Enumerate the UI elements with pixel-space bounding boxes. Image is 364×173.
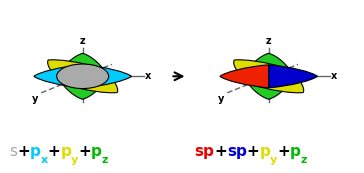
Text: z: z — [80, 36, 86, 46]
PathPatch shape — [220, 65, 269, 88]
PathPatch shape — [58, 76, 107, 99]
Text: s: s — [9, 144, 17, 159]
PathPatch shape — [234, 60, 286, 84]
Text: +: + — [78, 144, 91, 159]
Text: +: + — [17, 144, 30, 159]
Text: sp: sp — [195, 144, 214, 159]
Text: p: p — [260, 144, 270, 159]
Text: sp: sp — [227, 144, 247, 159]
PathPatch shape — [244, 76, 293, 99]
Text: y: y — [217, 94, 224, 104]
PathPatch shape — [244, 53, 293, 76]
PathPatch shape — [48, 60, 100, 84]
Circle shape — [57, 64, 109, 89]
Text: p: p — [290, 144, 301, 159]
Text: +: + — [247, 144, 260, 159]
Text: p: p — [60, 144, 71, 159]
Text: z: z — [266, 36, 272, 46]
Text: +: + — [277, 144, 290, 159]
Text: z: z — [102, 155, 108, 165]
Text: y: y — [31, 94, 38, 104]
Text: y: y — [71, 155, 79, 165]
PathPatch shape — [58, 53, 107, 76]
PathPatch shape — [252, 68, 304, 93]
PathPatch shape — [66, 68, 118, 93]
PathPatch shape — [269, 65, 317, 88]
Text: +: + — [214, 144, 227, 159]
PathPatch shape — [34, 65, 83, 88]
PathPatch shape — [83, 65, 131, 88]
Text: +: + — [48, 144, 60, 159]
Text: x: x — [41, 155, 48, 165]
Text: p: p — [91, 144, 102, 159]
Text: y: y — [270, 155, 277, 165]
Text: z: z — [301, 155, 307, 165]
Text: p: p — [30, 144, 41, 159]
Text: x: x — [331, 71, 337, 81]
Text: x: x — [145, 71, 151, 81]
